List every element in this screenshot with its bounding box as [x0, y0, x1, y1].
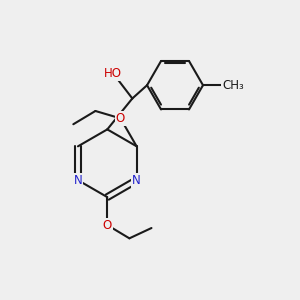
- Text: N: N: [132, 174, 141, 187]
- Text: N: N: [74, 174, 82, 187]
- Text: CH₃: CH₃: [222, 79, 244, 92]
- Text: HO: HO: [104, 67, 122, 80]
- Text: O: O: [103, 219, 112, 232]
- Text: O: O: [116, 112, 125, 125]
